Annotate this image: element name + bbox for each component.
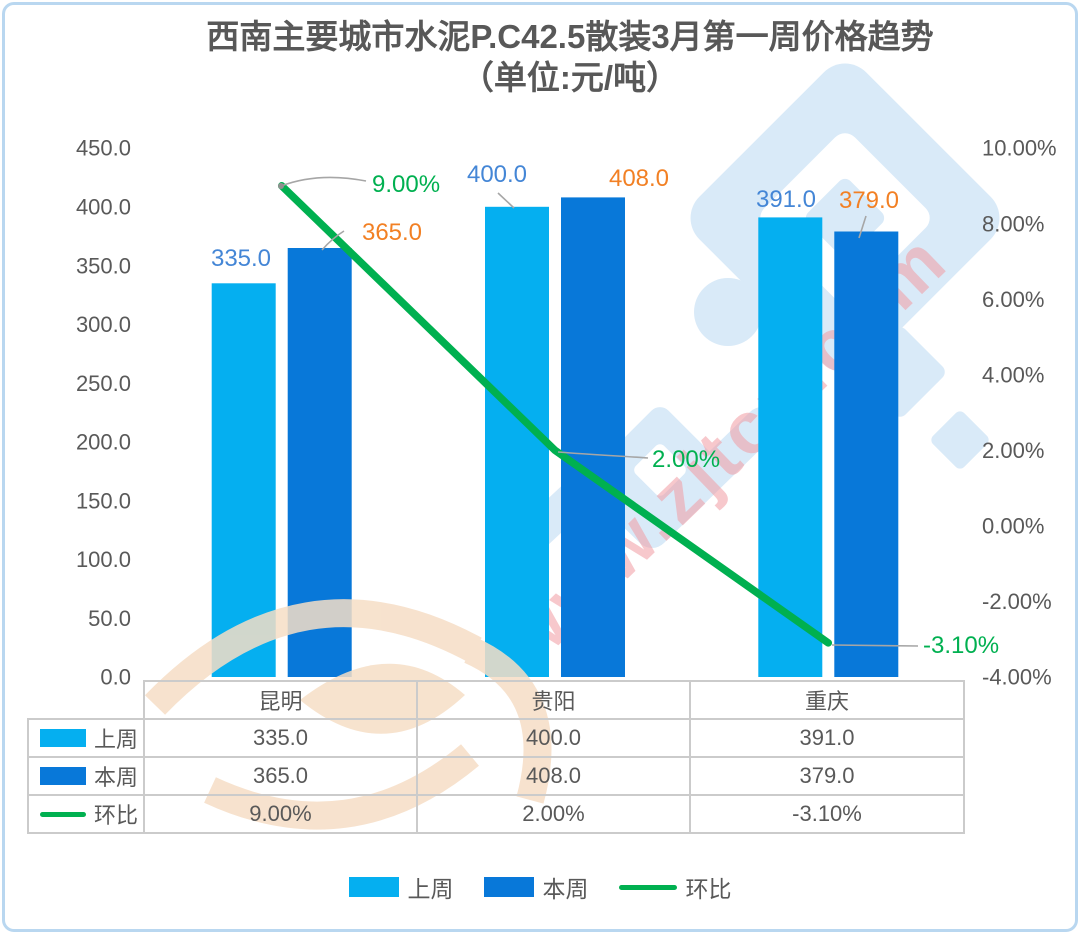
- bar-last-week-guiyang: [485, 206, 549, 678]
- table-row-label: 本周: [93, 765, 138, 790]
- data-label: 400.0: [467, 161, 527, 188]
- leader-line-400: [497, 192, 515, 209]
- table-row-label: 上周: [93, 727, 138, 752]
- left-axis-tick: 200.0: [76, 430, 131, 455]
- chart-title-line1: 西南主要城市水泥P.C42.5散装3月第一周价格趋势: [206, 18, 934, 55]
- table-cell: 335.0: [143, 718, 418, 758]
- left-axis-tick: 150.0: [76, 488, 131, 513]
- legend-item-last-week: 上周: [348, 870, 454, 904]
- bar-last-week-kunming: [211, 283, 276, 677]
- data-table: 昆明 贵阳 重庆 上周 335.0 400.0 391.0: [27, 680, 965, 834]
- legend-last-week-swatch-icon: [348, 877, 399, 897]
- data-label: 379.0: [839, 187, 899, 214]
- right-axis-tick: -4.00%: [982, 665, 1052, 690]
- table-legend-this-week: 本周: [29, 760, 143, 792]
- left-axis-tick: 300.0: [76, 312, 131, 337]
- left-axis-tick: 100.0: [76, 547, 131, 572]
- right-axis: 10.00% 8.00% 6.00% 4.00% 2.00% 0.00% -2.…: [982, 136, 1057, 690]
- right-axis-tick: 0.00%: [982, 514, 1044, 539]
- legend-item-mom-change: 环比: [618, 870, 732, 904]
- table-cell: 9.00%: [143, 794, 418, 834]
- data-label: 2.00%: [652, 446, 720, 473]
- table-legend-mom-change: 环比: [29, 798, 143, 830]
- bar-this-week-kunming: [287, 248, 352, 677]
- right-axis-tick: 10.00%: [982, 136, 1057, 161]
- legend-label: 上周: [407, 876, 454, 902]
- left-axis-tick: 50.0: [88, 606, 131, 631]
- data-label: 391.0: [756, 186, 816, 213]
- data-label: 408.0: [609, 165, 669, 192]
- last-week-swatch-icon: [39, 729, 86, 747]
- left-axis-tick: 350.0: [76, 253, 131, 278]
- legend-label: 环比: [685, 876, 732, 902]
- data-labels-mom-change: 9.00% 2.00% -3.10%: [372, 171, 999, 659]
- data-label: 335.0: [211, 245, 271, 272]
- table-cell: 2.00%: [416, 794, 691, 834]
- right-axis-tick: 2.00%: [982, 438, 1044, 463]
- table-header-chongqing: 重庆: [689, 680, 965, 720]
- data-label: -3.10%: [923, 632, 999, 659]
- right-axis-tick: 6.00%: [982, 287, 1044, 312]
- table-header-row: 昆明 贵阳 重庆: [28, 680, 965, 720]
- table-cell: -3.10%: [689, 794, 965, 834]
- bar-last-week-chongqing: [758, 217, 823, 677]
- leader-line-365: [321, 230, 345, 251]
- left-axis-tick: 250.0: [76, 371, 131, 396]
- line-series-mom-change: [277, 182, 833, 647]
- legend-item-this-week: 本周: [483, 870, 589, 904]
- chart-legend: 上周 本周 环比: [0, 869, 1080, 905]
- table-cell: 365.0: [143, 756, 418, 796]
- left-axis-tick: 400.0: [76, 195, 131, 220]
- table-cell: 379.0: [689, 756, 965, 796]
- legend-label: 本周: [542, 876, 589, 902]
- legend-this-week-swatch-icon: [483, 877, 534, 897]
- left-axis-tick: 0.0: [100, 665, 131, 690]
- table-cell: 400.0: [416, 718, 691, 758]
- table-cell: 391.0: [689, 718, 965, 758]
- data-label: 9.00%: [372, 171, 440, 198]
- this-week-swatch-icon: [39, 767, 86, 785]
- table-legend-last-week: 上周: [29, 722, 143, 754]
- chart-title-line2: （单位:元/吨）: [460, 59, 680, 96]
- leader-dot: [278, 183, 284, 189]
- table-row-label: 环比: [93, 803, 138, 828]
- right-axis-tick: 8.00%: [982, 211, 1044, 236]
- table-row-last-week: 上周 335.0 400.0 391.0: [27, 718, 965, 758]
- leader-line-m3pct: [831, 644, 919, 647]
- mom-line-swatch-icon: [39, 811, 86, 817]
- data-label: 365.0: [362, 219, 422, 246]
- table-row-mom-change: 环比 9.00% 2.00% -3.10%: [27, 794, 965, 834]
- bar-this-week-guiyang: [561, 197, 625, 677]
- legend-mom-line-swatch-icon: [618, 884, 677, 890]
- left-axis-tick: 450.0: [76, 136, 131, 161]
- right-axis-tick: -2.00%: [982, 589, 1052, 614]
- table-corner-cell: [28, 681, 144, 719]
- table-header-guiyang: 贵阳: [416, 680, 691, 720]
- right-axis-tick: 4.00%: [982, 362, 1044, 387]
- table-header-kunming: 昆明: [143, 680, 418, 720]
- table-cell: 408.0: [416, 756, 691, 796]
- left-axis: 450.0 400.0 350.0 300.0 250.0 200.0 150.…: [76, 136, 131, 690]
- bar-this-week-chongqing: [834, 231, 899, 677]
- table-row-this-week: 本周 365.0 408.0 379.0: [27, 756, 965, 796]
- chart-title: 西南主要城市水泥P.C42.5散装3月第一周价格趋势 （单位:元/吨）: [80, 16, 1060, 98]
- leader-line-9pct: [280, 176, 367, 187]
